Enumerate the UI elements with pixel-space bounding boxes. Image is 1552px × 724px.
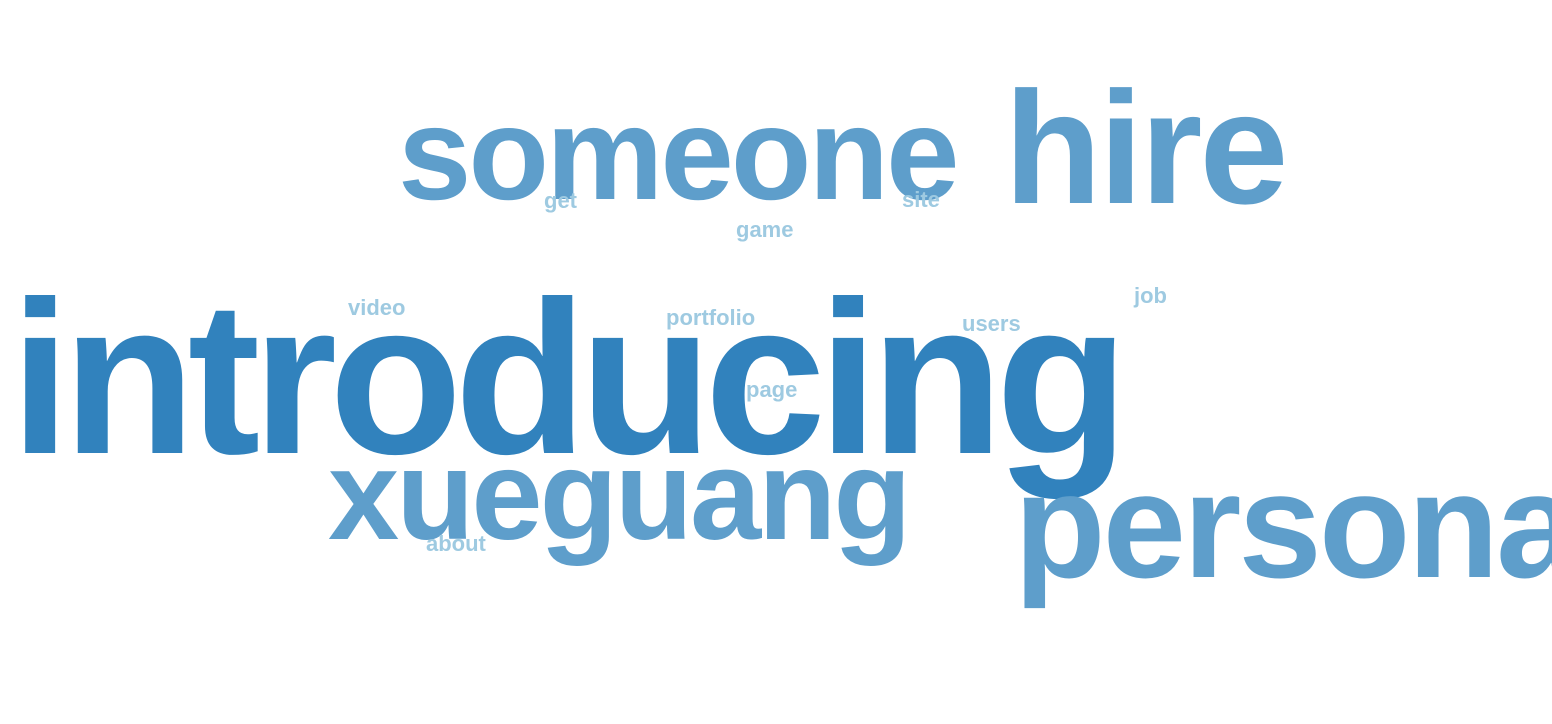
word-personal: personal — [1014, 441, 1552, 609]
word-video: video — [348, 295, 406, 320]
word-someone: someone — [398, 80, 959, 227]
word-site: site — [902, 187, 940, 212]
word-users: users — [962, 311, 1021, 336]
word-get: get — [544, 188, 577, 213]
word-job: job — [1134, 283, 1167, 308]
word-about: about — [426, 531, 486, 556]
word-game: game — [736, 217, 794, 242]
word-hire: hire — [1004, 58, 1288, 237]
word-xueguang: xueguang — [328, 424, 911, 567]
word-page: page — [746, 377, 798, 402]
word-portfolio: portfolio — [666, 305, 756, 330]
word-introducing: introducing — [10, 257, 1129, 500]
